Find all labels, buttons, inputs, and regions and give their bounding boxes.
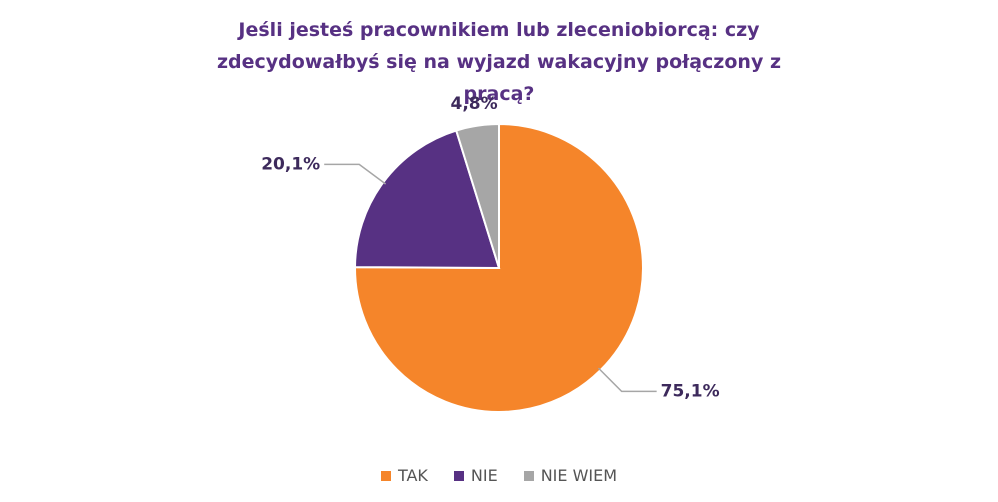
legend-item: TAK: [380, 466, 428, 485]
legend: TAK NIE NIE WIEM: [0, 466, 998, 485]
chart-title: Jeśli jesteś pracownikiem lub zleceniobi…: [216, 19, 782, 105]
leader-line: [597, 367, 657, 393]
legend-swatch: [523, 470, 534, 481]
legend-label: NIE: [470, 466, 498, 485]
data-label: 4,8%: [450, 94, 497, 114]
legend-label: TAK: [397, 466, 428, 485]
leader-line: [324, 163, 387, 185]
pie-slice: [454, 122, 500, 269]
data-label: 75,1%: [661, 381, 720, 401]
legend-swatch: [380, 470, 391, 481]
legend-item: NIE: [453, 466, 498, 485]
legend-item: NIE WIEM: [523, 466, 618, 485]
legend-label: NIE WIEM: [540, 466, 618, 485]
pie-area: 75,1% 20,1% 4,8%: [261, 94, 720, 413]
data-label: 20,1%: [261, 154, 320, 174]
legend-swatch: [453, 470, 464, 481]
